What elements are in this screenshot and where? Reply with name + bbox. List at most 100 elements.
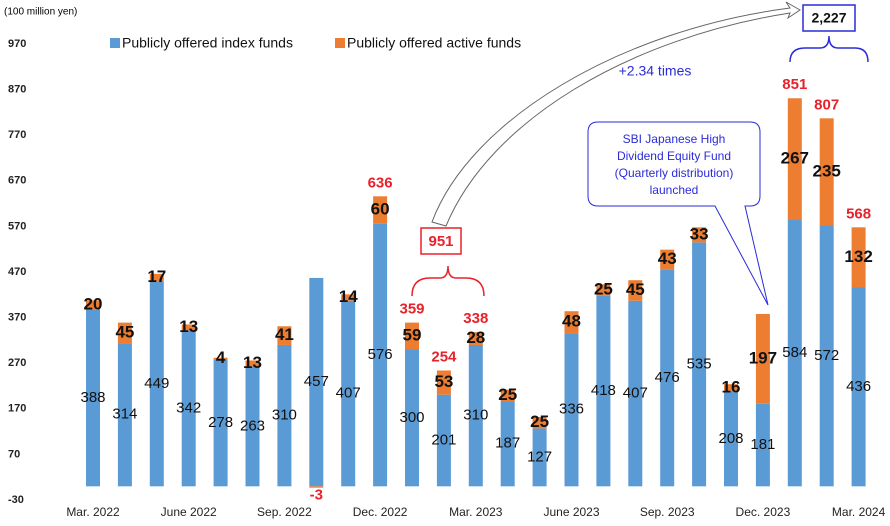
- bar-segment: [213, 359, 228, 487]
- data-label: 127: [527, 448, 552, 465]
- data-label: 181: [750, 436, 775, 453]
- data-label: 41: [275, 325, 294, 344]
- data-label: 17: [147, 267, 166, 286]
- data-label: 576: [368, 346, 393, 363]
- bar-segment: [692, 242, 707, 487]
- bar-segment: [373, 196, 388, 224]
- total-label: 338: [463, 310, 488, 327]
- bar-segment: [277, 326, 292, 345]
- bar-segment: [181, 330, 196, 487]
- total-label: 636: [368, 174, 393, 191]
- bar-segment: [117, 343, 132, 487]
- data-label: 132: [844, 247, 872, 266]
- data-label: 45: [626, 280, 645, 299]
- data-label: 13: [179, 317, 198, 336]
- bar-segment: [468, 344, 483, 487]
- sum-box: [802, 4, 856, 32]
- data-label: 310: [272, 407, 297, 424]
- data-label: 449: [144, 375, 169, 392]
- total-label: 254: [431, 348, 457, 365]
- legend-label: Publicly offered index funds: [122, 35, 293, 51]
- data-label: 235: [813, 161, 841, 180]
- bar-segment: [149, 273, 164, 282]
- y-tick-label: 370: [8, 312, 26, 324]
- bar-segment: [149, 281, 164, 487]
- bracket: [789, 35, 869, 63]
- data-label: 300: [399, 409, 424, 426]
- bar-segment: [245, 366, 260, 487]
- data-label: 43: [658, 249, 677, 268]
- data-label: 278: [208, 414, 233, 431]
- callout-box: [587, 121, 769, 306]
- bar-segment: [117, 322, 132, 344]
- data-label: 208: [718, 430, 743, 447]
- legend-swatch: [110, 38, 120, 48]
- total-label: 568: [846, 205, 871, 222]
- total-label: 807: [814, 96, 839, 113]
- bar-segment: [596, 284, 611, 296]
- data-label: 13: [243, 353, 262, 372]
- bar-segment: [436, 370, 451, 395]
- bar-segment: [405, 322, 419, 350]
- bar-segment: [213, 357, 228, 360]
- data-label: 187: [495, 435, 520, 452]
- bar-segment: [787, 220, 802, 487]
- data-label: 60: [371, 199, 390, 218]
- y-tick-label: 70: [8, 448, 20, 460]
- legend-swatch: [335, 38, 345, 48]
- y-tick-label: 170: [8, 403, 26, 415]
- bar-segment: [309, 277, 324, 487]
- data-label: 59: [403, 326, 422, 345]
- bar-segment: [86, 309, 100, 487]
- bar-segment: [500, 401, 515, 487]
- data-label: 584: [782, 344, 807, 361]
- bar-segment: [341, 300, 356, 487]
- bar-segment: [532, 417, 547, 429]
- callout-line: launched: [650, 183, 699, 197]
- bar-segment: [309, 486, 324, 488]
- data-label: 457: [304, 373, 329, 390]
- data-label: 267: [781, 149, 809, 168]
- y-tick-label: 270: [8, 357, 26, 369]
- data-label: 197: [749, 348, 777, 367]
- data-label: 342: [176, 399, 201, 416]
- bar-segment: [851, 227, 866, 288]
- callout-line: Dividend Equity Fund: [617, 149, 731, 163]
- data-label: 14: [339, 287, 358, 306]
- data-label: 25: [498, 385, 517, 404]
- bar-segment: [628, 300, 643, 487]
- legend-label: Publicly offered active funds: [347, 35, 521, 51]
- bar-segment: [341, 294, 356, 301]
- bar-segment: [500, 389, 515, 402]
- sum-box: [420, 227, 462, 255]
- growth-arrow: [431, 1, 801, 227]
- x-tick-label: Dec. 2023: [736, 505, 791, 519]
- data-label: 201: [431, 431, 456, 448]
- data-label: 476: [655, 369, 680, 386]
- y-tick-label: -30: [8, 494, 24, 506]
- bar-segment: [277, 344, 292, 487]
- bar-segment: [564, 311, 579, 334]
- y-tick-label: 770: [8, 129, 26, 141]
- unit-label: (100 million yen): [4, 7, 77, 18]
- x-tick-label: Sep. 2022: [257, 505, 312, 519]
- data-label: 20: [84, 294, 103, 313]
- bar-segment: [564, 333, 579, 487]
- sum-2023: 951: [428, 233, 453, 250]
- y-tick-label: 970: [8, 38, 26, 50]
- bar-segment: [819, 118, 834, 226]
- y-tick-label: 670: [8, 175, 26, 187]
- data-label: 33: [690, 224, 709, 243]
- callout-line: SBI Japanese High: [623, 132, 726, 146]
- data-label: 45: [115, 322, 134, 341]
- data-label: 388: [80, 389, 105, 406]
- bar-segment: [851, 287, 866, 487]
- x-tick-label: Dec. 2022: [353, 505, 408, 519]
- data-label: 407: [336, 384, 361, 401]
- data-label: 16: [722, 377, 741, 396]
- data-label: 436: [846, 378, 871, 395]
- x-tick-label: June 2023: [543, 505, 599, 519]
- bar-segment: [819, 225, 834, 487]
- bar-segment: [373, 223, 388, 487]
